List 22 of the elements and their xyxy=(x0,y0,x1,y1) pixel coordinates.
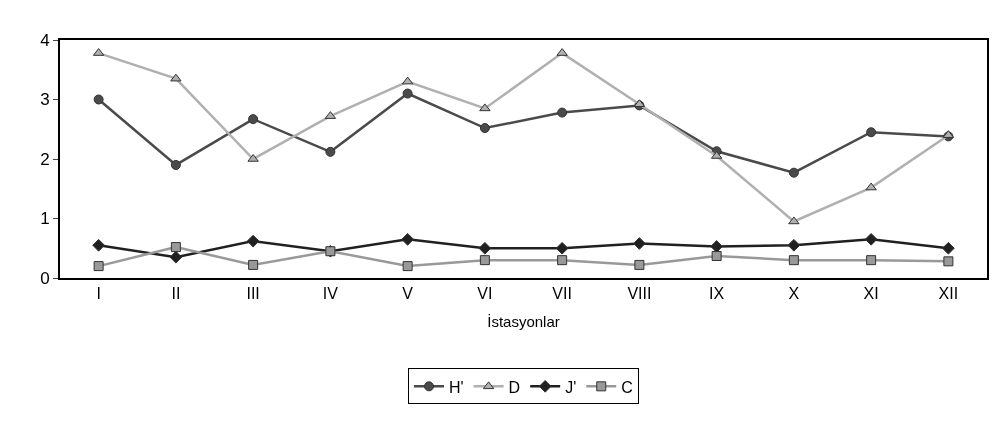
legend-label: J' xyxy=(565,378,577,396)
x-tick-label: XII xyxy=(938,285,959,303)
legend-label: D xyxy=(508,378,521,396)
y-tick-label: 1 xyxy=(40,209,50,229)
x-tick-label: V xyxy=(402,285,414,303)
y-tick-label: 2 xyxy=(40,149,50,169)
x-tick-label: III xyxy=(246,285,260,303)
x-tick-label: IV xyxy=(322,285,339,303)
x-tick-label: I xyxy=(96,285,101,303)
y-tick-label: 3 xyxy=(40,90,50,110)
x-tick-label: II xyxy=(171,285,181,303)
x-tick-label: IX xyxy=(709,285,725,303)
x-tick-label: VII xyxy=(552,285,572,303)
legend-label: H' xyxy=(449,378,464,396)
x-tick-label: VIII xyxy=(627,285,652,303)
legend-label: C xyxy=(621,378,633,396)
x-axis-title: İstasyonlar xyxy=(487,312,560,330)
x-tick-label: VI xyxy=(477,285,493,303)
y-tick-label: 4 xyxy=(40,30,50,50)
x-tick-label: X xyxy=(788,285,800,303)
x-tick-label: XI xyxy=(863,285,879,303)
y-tick-label: 0 xyxy=(40,268,50,288)
